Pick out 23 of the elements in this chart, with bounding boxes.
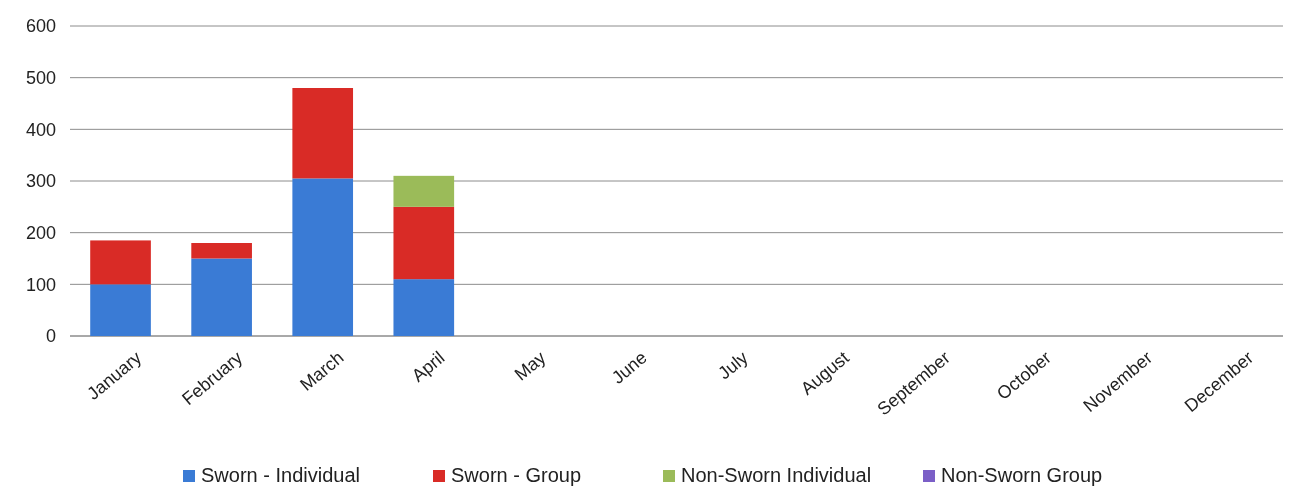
bar — [90, 240, 151, 285]
bar — [393, 175, 455, 207]
y-tick-label: 200 — [25, 222, 56, 243]
bar — [292, 178, 354, 336]
x-tick-label: June — [607, 347, 651, 388]
bar — [191, 243, 252, 259]
x-tick-label: July — [714, 347, 752, 384]
x-tick-label: May — [510, 347, 550, 385]
y-tick-label: 300 — [25, 171, 56, 192]
y-tick-label: 400 — [25, 119, 56, 140]
legend-label: Sworn - Group — [451, 464, 582, 486]
bar — [191, 258, 252, 336]
legend-label: Sworn - Individual — [201, 464, 360, 486]
y-tick-label: 600 — [25, 16, 56, 37]
legend-label: Non-Sworn Group — [941, 464, 1103, 486]
legend-label: Non-Sworn Individual — [681, 464, 872, 486]
y-tick-label: 100 — [25, 274, 56, 295]
bar — [90, 284, 151, 336]
bar — [393, 279, 455, 336]
y-tick-label: 0 — [45, 326, 56, 347]
bar — [393, 206, 455, 280]
y-tick-label: 500 — [25, 67, 56, 88]
bar — [292, 88, 354, 179]
